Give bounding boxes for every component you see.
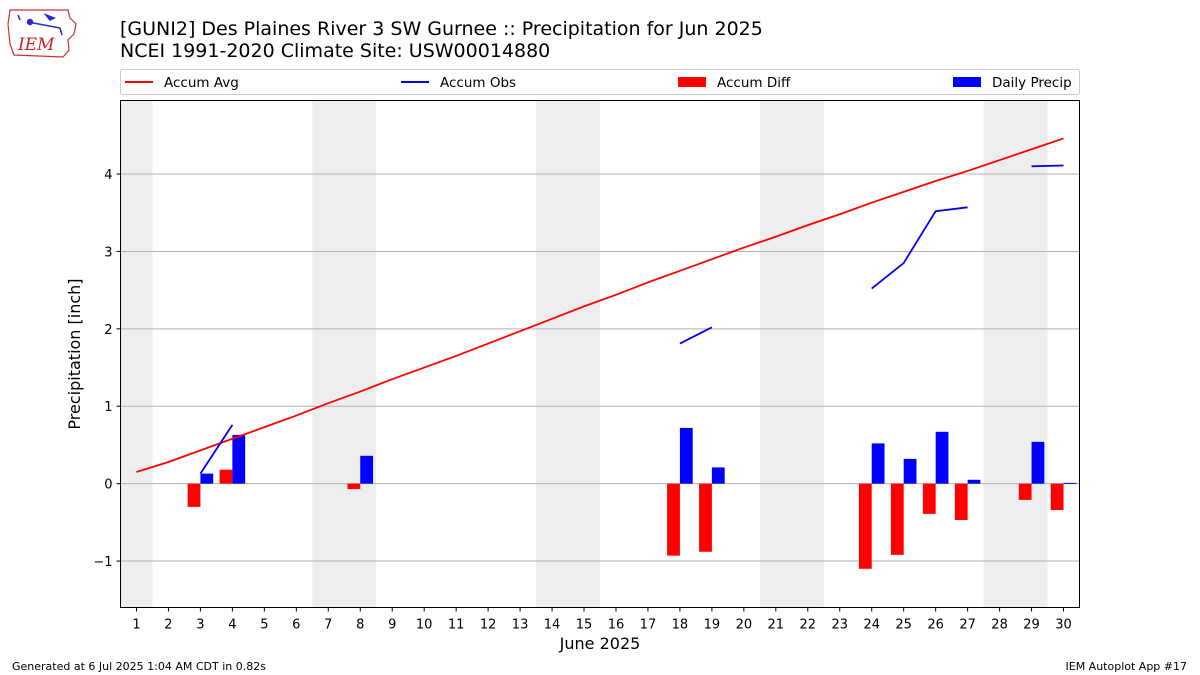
x-tick-label-21: 21 (768, 618, 785, 633)
x-tick-label-17: 17 (640, 618, 657, 633)
x-tick-label-4: 4 (228, 618, 236, 633)
legend: Accum Avg Accum Obs Accum Diff Daily Precip (120, 69, 1080, 95)
accum-diff-bar-day-27 (954, 483, 968, 521)
daily-precip-bar-day-3 (200, 473, 214, 484)
x-tick-label-11: 11 (448, 618, 465, 633)
accum-diff-bar-day-18 (667, 483, 680, 556)
x-tick-label-16: 16 (608, 618, 625, 633)
x-tick-label-25: 25 (895, 618, 912, 633)
accum-obs-line-segment-2 (679, 326, 713, 345)
x-tick-label-22: 22 (800, 618, 817, 633)
x-tick-label-1: 1 (132, 618, 140, 633)
x-tick-label-23: 23 (831, 618, 848, 633)
weekend-bands (120, 100, 1048, 608)
footer-generated-text: Generated at 6 Jul 2025 1:04 AM CDT in 0… (12, 660, 266, 673)
accum-diff-bar-day-8 (347, 483, 361, 490)
y-tick-label-0: 0 (104, 478, 112, 493)
iowa-state-outline-icon (7, 9, 77, 58)
lines-layer (136, 137, 1064, 475)
x-tick-label-9: 9 (388, 618, 396, 633)
legend-label-accum-avg: Accum Avg (164, 75, 239, 91)
y-tick-label-2: 2 (104, 323, 112, 338)
x-tick-label-28: 28 (991, 618, 1008, 633)
x-tick-label-3: 3 (196, 618, 204, 633)
y-tick-label--1: −1 (93, 555, 112, 570)
weekend-band-day-8 (344, 100, 377, 608)
weekend-band-day-28 (983, 100, 1016, 608)
x-tick-label-8: 8 (356, 618, 364, 633)
x-tick-label-13: 13 (512, 618, 529, 633)
x-tick-label-15: 15 (576, 618, 593, 633)
x-tick-label-2: 2 (164, 618, 172, 633)
accum-obs-line-segment-4 (1031, 164, 1064, 168)
legend-label-daily-precip: Daily Precip (992, 75, 1072, 91)
chart-title: [GUNI2] Des Plaines River 3 SW Gurnee ::… (120, 18, 763, 40)
iem-logo[interactable]: IEM (6, 4, 82, 60)
x-tick-label-7: 7 (324, 618, 332, 633)
x-tick-label-24: 24 (863, 618, 880, 633)
y-axis: −1 0 1 2 3 4 (93, 168, 121, 570)
legend-box (120, 69, 1080, 95)
daily-precip-bar-day-8 (360, 455, 374, 484)
accum-diff-bar-day-26 (922, 483, 936, 514)
x-axis: 1 2 3 4 5 6 7 8 9 10 11 12 13 14 15 16 17 18 19 20 21 22 23 24 2… (132, 607, 1072, 633)
x-tick-label-14: 14 (544, 618, 561, 633)
accum-avg-line (136, 137, 1064, 473)
grid-lines (120, 173, 1080, 562)
x-tick-label-5: 5 (260, 618, 268, 633)
chart-subtitle: NCEI 1991-2020 Climate Site: USW00014880 (120, 40, 551, 62)
y-tick-label-1: 1 (104, 400, 112, 415)
daily-precip-bar-day-30 (1063, 482, 1077, 484)
accum-obs-line-segment-1 (199, 424, 234, 475)
footer-app-label: IEM Autoplot App #17 (1065, 660, 1188, 673)
x-tick-label-30: 30 (1055, 618, 1072, 633)
legend-swatch-daily-precip (953, 77, 981, 87)
daily-precip-bar-day-26 (935, 431, 949, 484)
x-axis-label: June 2025 (559, 634, 641, 653)
y-tick-label-3: 3 (104, 245, 112, 260)
x-tick-label-18: 18 (672, 618, 689, 633)
x-tick-label-10: 10 (416, 618, 433, 633)
weekend-band-day-15 (568, 100, 600, 608)
x-tick-label-20: 20 (736, 618, 753, 633)
legend-label-accum-obs: Accum Obs (440, 75, 516, 91)
weather-station-icon (17, 13, 63, 36)
plot-frame (120, 100, 1080, 608)
x-tick-label-19: 19 (704, 618, 721, 633)
weekend-band-day-21 (759, 100, 792, 608)
x-tick-label-6: 6 (292, 618, 300, 633)
accum-diff-bar-day-25 (890, 483, 904, 555)
bars-layer (187, 427, 1077, 569)
weekend-band-day-7 (312, 100, 345, 608)
accum-diff-bar-day-3 (187, 483, 201, 507)
daily-precip-bar-day-24 (871, 443, 885, 484)
legend-swatch-accum-diff (678, 77, 706, 87)
x-tick-label-26: 26 (927, 618, 944, 633)
legend-label-accum-diff: Accum Diff (717, 75, 791, 91)
daily-precip-bar-day-4 (232, 434, 246, 484)
x-tick-label-29: 29 (1023, 618, 1040, 633)
accum-obs-line-segment-3 (871, 206, 968, 290)
accum-diff-bar-day-19 (699, 483, 712, 552)
accum-diff-bar-day-24 (858, 483, 872, 569)
weekend-band-day-14 (536, 100, 569, 608)
weekend-band-day-22 (791, 100, 824, 608)
weekend-band-day-29 (1015, 100, 1048, 608)
accum-diff-bar-day-29 (1018, 483, 1032, 500)
daily-precip-bar-day-27 (967, 479, 981, 484)
accum-diff-bar-day-4 (219, 469, 233, 484)
accum-diff-bar-day-30 (1050, 483, 1064, 510)
daily-precip-bar-day-25 (903, 458, 917, 484)
daily-precip-bar-day-19 (711, 467, 725, 484)
daily-precip-bar-day-18 (679, 427, 693, 484)
y-axis-label: Precipitation [inch] (65, 278, 84, 429)
logo-text: IEM (17, 35, 55, 55)
y-tick-label-4: 4 (104, 168, 112, 183)
x-tick-label-27: 27 (959, 618, 976, 633)
daily-precip-bar-day-29 (1031, 441, 1045, 484)
weekend-band-day-1 (120, 100, 153, 608)
x-tick-label-12: 12 (480, 618, 497, 633)
